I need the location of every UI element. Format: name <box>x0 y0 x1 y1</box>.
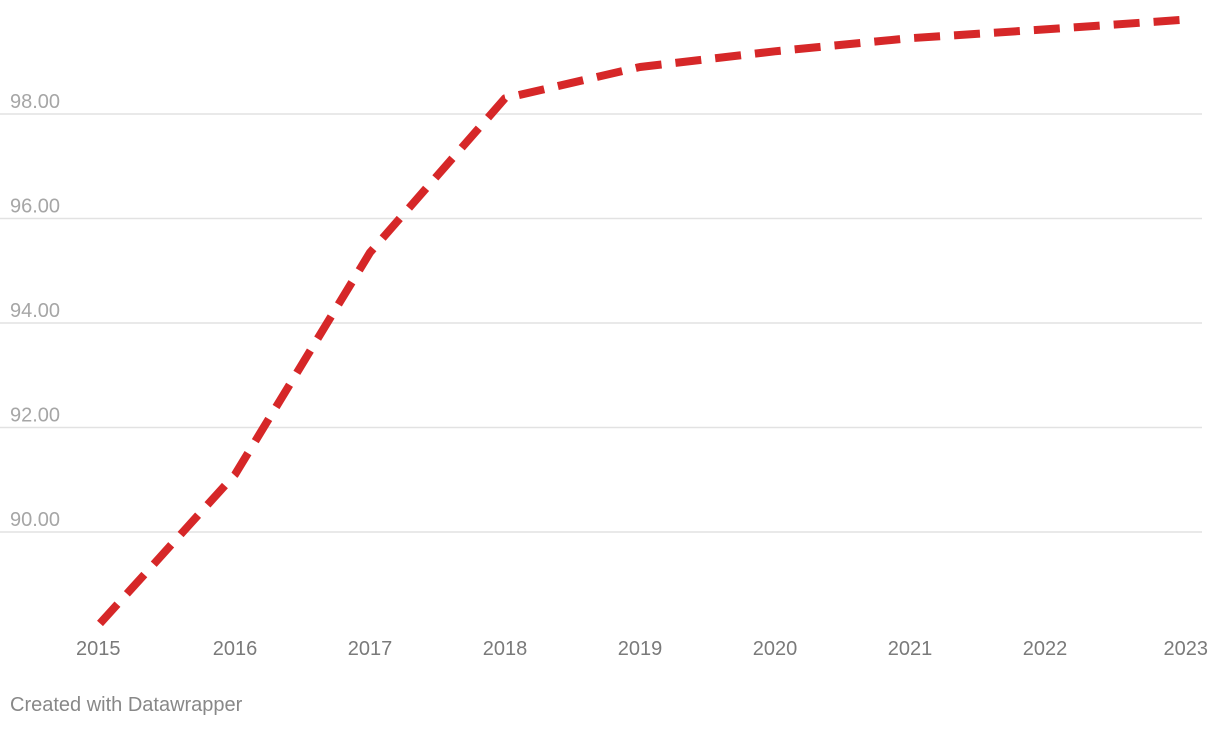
x-tick-label: 2023 <box>1164 638 1209 660</box>
y-axis-tick-labels: 90.00 92.00 94.00 96.00 98.00 <box>10 91 60 531</box>
y-tick-label: 98.00 <box>10 91 60 113</box>
x-axis-tick-labels: 2015 2016 2017 2018 2019 2020 2021 2022 2023 <box>76 638 1208 660</box>
y-tick-label: 94.00 <box>10 300 60 322</box>
y-tick-label: 92.00 <box>10 405 60 427</box>
series-group <box>97 16 1181 627</box>
x-tick-label: 2021 <box>888 638 933 660</box>
y-tick-label: 90.00 <box>10 509 60 531</box>
series-line <box>97 16 1181 627</box>
x-tick-label: 2016 <box>213 638 258 660</box>
x-tick-label: 2017 <box>348 638 393 660</box>
x-tick-label: 2019 <box>618 638 663 660</box>
x-tick-label: 2015 <box>76 638 121 660</box>
footer-credit: Created with Datawrapper <box>10 694 243 716</box>
gridlines <box>0 113 1202 533</box>
x-tick-label: 2022 <box>1023 638 1068 660</box>
x-tick-label: 2020 <box>753 638 798 660</box>
y-tick-label: 96.00 <box>10 196 60 218</box>
x-tick-label: 2018 <box>483 638 528 660</box>
